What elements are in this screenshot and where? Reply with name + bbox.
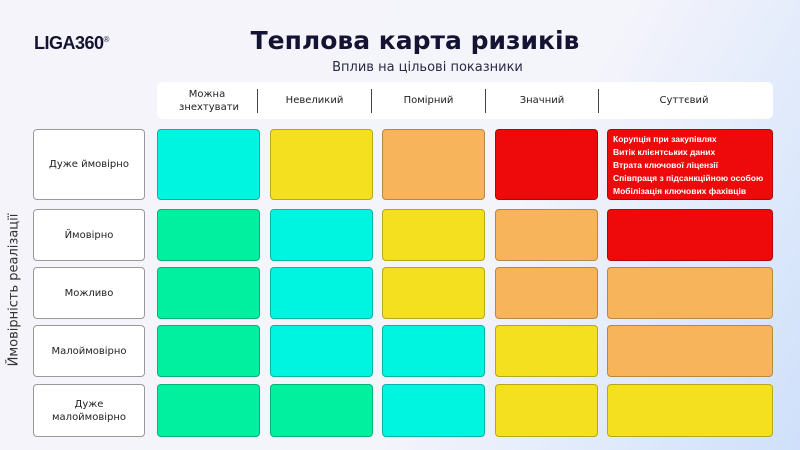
heatmap-cell[interactable] — [607, 384, 773, 437]
heatmap-cell[interactable] — [495, 325, 598, 377]
heatmap-cell[interactable] — [157, 325, 260, 377]
heatmap-cell[interactable] — [382, 209, 485, 261]
risk-item: Втрата ключової ліцензії — [613, 160, 719, 170]
heatmap-cell[interactable] — [270, 209, 373, 261]
logo-text: LIGA360 — [34, 33, 104, 53]
row-label-4: Дуже малоймовірно — [33, 384, 145, 437]
heatmap-cell[interactable] — [495, 209, 598, 261]
heatmap-cell[interactable] — [270, 129, 373, 200]
heatmap-cell[interactable] — [382, 325, 485, 377]
column-header-3: Значний — [519, 95, 565, 106]
y-axis-label: Ймовірність реалізації — [4, 210, 24, 370]
heatmap-cell[interactable] — [607, 267, 773, 319]
row-label-3: Малоймовірно — [33, 325, 145, 377]
logo-mark: ® — [103, 35, 110, 44]
heatmap-cell[interactable] — [382, 267, 485, 319]
page-subtitle: Вплив на цільові показники — [332, 60, 523, 75]
column-separator — [257, 88, 258, 113]
heatmap-cell[interactable] — [607, 209, 773, 261]
risk-item: Мобілізація ключових фахівців — [613, 186, 747, 196]
heatmap-cell[interactable] — [157, 209, 260, 261]
column-header-2: Помірний — [403, 95, 454, 106]
heatmap-cell[interactable] — [495, 129, 598, 200]
column-header-1: Невеликий — [285, 95, 344, 106]
logo: LIGA360® — [34, 33, 109, 54]
heatmap-cell[interactable] — [270, 267, 373, 319]
heatmap-cell[interactable] — [495, 267, 598, 319]
heatmap-cell[interactable] — [607, 325, 773, 377]
heatmap-cell[interactable] — [157, 129, 260, 200]
heatmap-cell[interactable] — [157, 384, 260, 437]
page-title: Теплова карта ризиків — [250, 26, 580, 55]
heatmap-cell[interactable] — [382, 129, 485, 200]
heatmap-cell[interactable] — [382, 384, 485, 437]
risk-item: Корупція при закупівлях — [613, 134, 717, 144]
column-header-4: Суттєвий — [659, 95, 709, 106]
heatmap-cell[interactable] — [495, 384, 598, 437]
row-label-0: Дуже ймовірно — [33, 129, 145, 200]
heatmap-cell[interactable]: Корупція при закупівлях Витік клієнтських… — [607, 129, 773, 200]
risk-item: Витік клієнтських даних — [613, 147, 716, 157]
y-axis-label-text: Ймовірність реалізації — [6, 213, 22, 367]
risk-item: Співпраця з підсанкційною особою — [613, 173, 764, 183]
heatmap-cell[interactable] — [270, 325, 373, 377]
row-label-1: Ймовірно — [33, 209, 145, 261]
column-separator — [598, 88, 599, 113]
heatmap-cell[interactable] — [157, 267, 260, 319]
heatmap-cell[interactable] — [270, 384, 373, 437]
column-separator — [371, 88, 372, 113]
column-separator — [485, 88, 486, 113]
row-label-2: Можливо — [33, 267, 145, 319]
column-header: Можна знехтувати Невеликий Помірний Значний… — [157, 82, 773, 119]
column-header-0: Можна знехтувати — [179, 88, 240, 113]
